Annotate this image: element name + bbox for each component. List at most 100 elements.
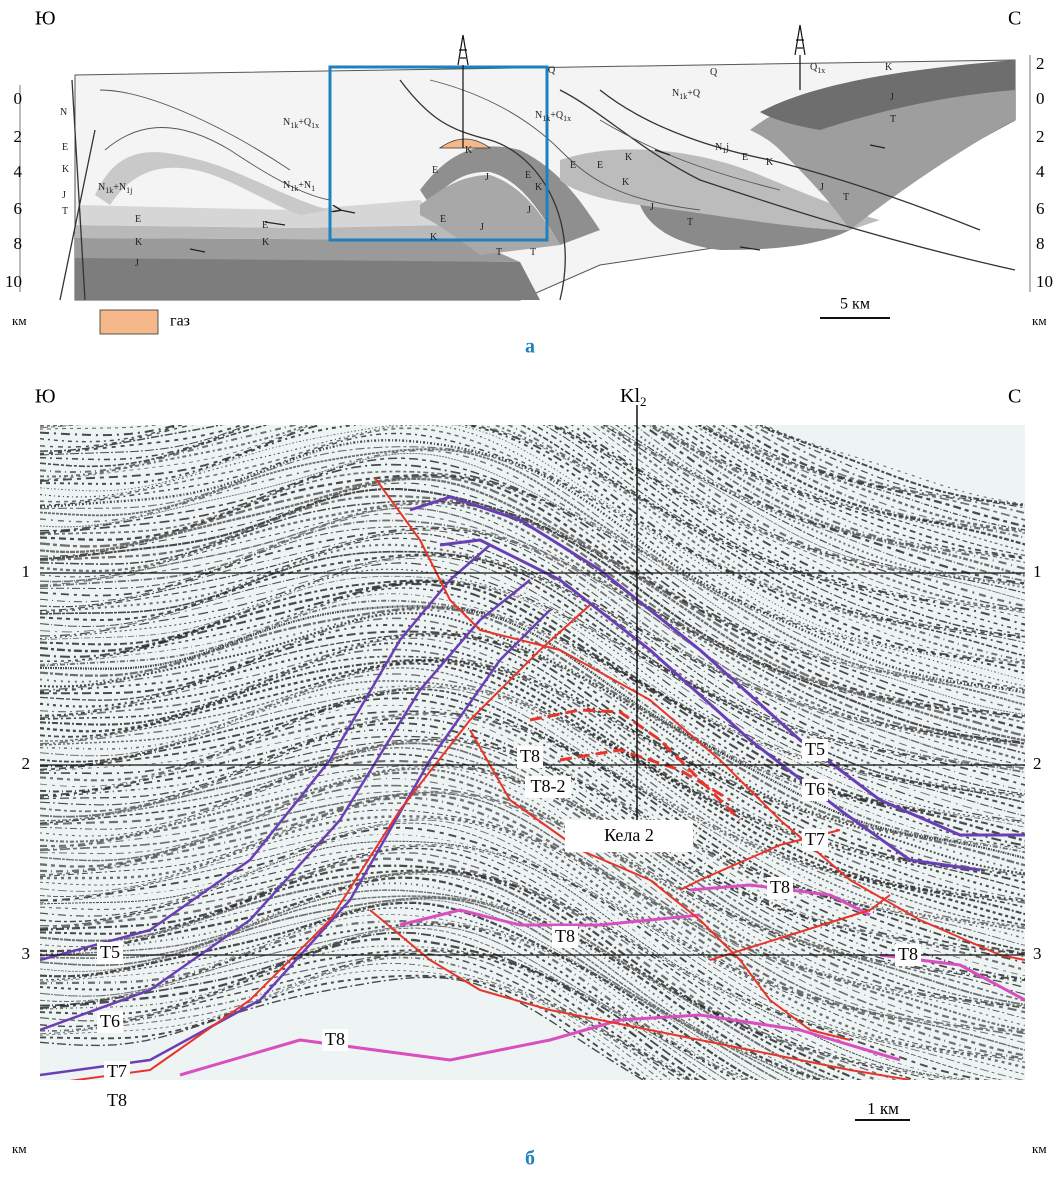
formation-label-part: E bbox=[62, 142, 68, 153]
side-label: С bbox=[1008, 386, 1021, 408]
formation-label-part: 1x bbox=[563, 114, 571, 123]
formation-label: K bbox=[625, 152, 633, 163]
formation-label: E bbox=[135, 214, 141, 225]
formation-label-part: J bbox=[62, 190, 66, 201]
formation-label-part: E bbox=[440, 214, 446, 225]
formation-label-part: E bbox=[742, 152, 748, 163]
formation-label-part: +Q bbox=[550, 110, 564, 121]
formation-label-part: N bbox=[535, 110, 542, 121]
formation-label-part: 1x bbox=[311, 121, 319, 130]
horizon-label: T8 bbox=[325, 1029, 345, 1049]
horizon-label: T7 bbox=[805, 829, 825, 849]
formation-label: K bbox=[885, 62, 893, 73]
depth-tick: 2 bbox=[22, 754, 31, 773]
formation-label-part: K bbox=[430, 232, 438, 243]
legend-label: газ bbox=[170, 313, 190, 330]
formation-label: K bbox=[262, 237, 270, 248]
formation-label: J bbox=[890, 92, 894, 103]
formation-label-part: T bbox=[843, 192, 849, 203]
formation-label-part: J bbox=[650, 202, 654, 213]
side-label: С bbox=[1008, 8, 1021, 30]
formation-label-part: J bbox=[820, 182, 824, 193]
depth-tick: 4 bbox=[1036, 162, 1045, 181]
formation-label: T bbox=[530, 247, 536, 258]
horizon-label: T5 bbox=[100, 942, 120, 962]
formation-label: T bbox=[843, 192, 849, 203]
depth-tick: 8 bbox=[14, 234, 23, 253]
well-label: Kl2 bbox=[620, 385, 647, 409]
formation-label: E bbox=[440, 214, 446, 225]
formation-label-part: N bbox=[672, 88, 679, 99]
seismic-profile bbox=[40, 244, 1030, 1174]
formation-label-part: K bbox=[766, 157, 774, 168]
formation-label-part: E bbox=[597, 160, 603, 171]
formation-label-part: N bbox=[283, 117, 290, 128]
formation-label: J bbox=[485, 172, 489, 183]
side-label: Ю bbox=[35, 8, 56, 30]
formation-label-part: E bbox=[135, 214, 141, 225]
formation-label: J bbox=[135, 258, 139, 269]
formation-label-part: E bbox=[570, 160, 576, 171]
depth-tick: 4 bbox=[14, 162, 23, 181]
formation-label: J bbox=[527, 205, 531, 216]
formation-label-part: E bbox=[262, 220, 268, 231]
depth-tick: 3 bbox=[22, 944, 31, 963]
horizon-label: T6 bbox=[805, 779, 825, 799]
horizon-label: T8 bbox=[898, 944, 918, 964]
depth-tick: 2 bbox=[14, 127, 23, 146]
formation-label-part: J bbox=[890, 92, 894, 103]
formation-label: E bbox=[525, 170, 531, 181]
formation-label: E bbox=[62, 142, 68, 153]
depth-tick: 2 bbox=[1033, 754, 1042, 773]
formation-label-part: +N bbox=[298, 180, 311, 191]
formation-label-part: T bbox=[890, 114, 896, 125]
formation-label-part: 1k bbox=[290, 121, 298, 130]
formation-label-part: 1k bbox=[105, 186, 113, 195]
formation-label: Q bbox=[710, 67, 718, 78]
scale-label: 5 км bbox=[840, 296, 870, 313]
formation-label-part: K bbox=[622, 177, 630, 188]
formation-label-part: +N bbox=[113, 182, 126, 193]
horizon-label: T8 bbox=[520, 746, 540, 766]
depth-tick: 2 bbox=[1036, 54, 1045, 73]
formation-label-part: Q bbox=[548, 65, 556, 76]
depth-tick: 10 bbox=[5, 272, 22, 291]
fault-line bbox=[40, 1105, 300, 1140]
formation-label-part: K bbox=[135, 237, 143, 248]
formation-label-part: N bbox=[98, 182, 105, 193]
formation-label: T bbox=[890, 114, 896, 125]
figure: ЮС024681020246810кмкмгаз5 кмаNEKJTN1k+N1… bbox=[0, 0, 1060, 1173]
formation-label-part: 1k bbox=[679, 92, 687, 101]
well-label-part: 2 bbox=[640, 394, 647, 409]
caption: а bbox=[525, 336, 535, 358]
horizon-label: T8 bbox=[770, 877, 790, 897]
formation-label-part: T bbox=[687, 217, 693, 228]
depth-tick: 3 bbox=[1033, 944, 1042, 963]
formation-label-part: J bbox=[135, 258, 139, 269]
formation-label: J bbox=[650, 202, 654, 213]
well-label-part: Kl bbox=[620, 385, 640, 407]
horizon-label: T8 bbox=[107, 1090, 127, 1110]
depth-tick: 6 bbox=[14, 199, 23, 218]
horizon-label: T6 bbox=[100, 1011, 120, 1031]
formation-label: J bbox=[62, 190, 66, 201]
scale-label: 1 км bbox=[867, 1099, 899, 1118]
formation-label-part: N bbox=[60, 107, 67, 118]
formation-label: Q bbox=[548, 65, 556, 76]
formation-label-part: 1k bbox=[542, 114, 550, 123]
formation-label-part: N bbox=[715, 142, 722, 153]
caption: б bbox=[525, 1148, 535, 1170]
formation-label-part: J bbox=[485, 172, 489, 183]
unit-label: км bbox=[12, 313, 27, 328]
formation-label-part: K bbox=[465, 145, 473, 156]
formation-label-part: +Q bbox=[298, 117, 312, 128]
formation-label: K bbox=[535, 182, 543, 193]
formation-label-part: E bbox=[432, 165, 438, 176]
horizon-label: T5 bbox=[805, 739, 825, 759]
depth-tick: 0 bbox=[14, 89, 23, 108]
depth-tick: 2 bbox=[1036, 127, 1045, 146]
formation-label-part: 1k bbox=[290, 184, 298, 193]
formation-label-part: K bbox=[625, 152, 633, 163]
formation-label-part: E bbox=[525, 170, 531, 181]
formation-label: K bbox=[135, 237, 143, 248]
